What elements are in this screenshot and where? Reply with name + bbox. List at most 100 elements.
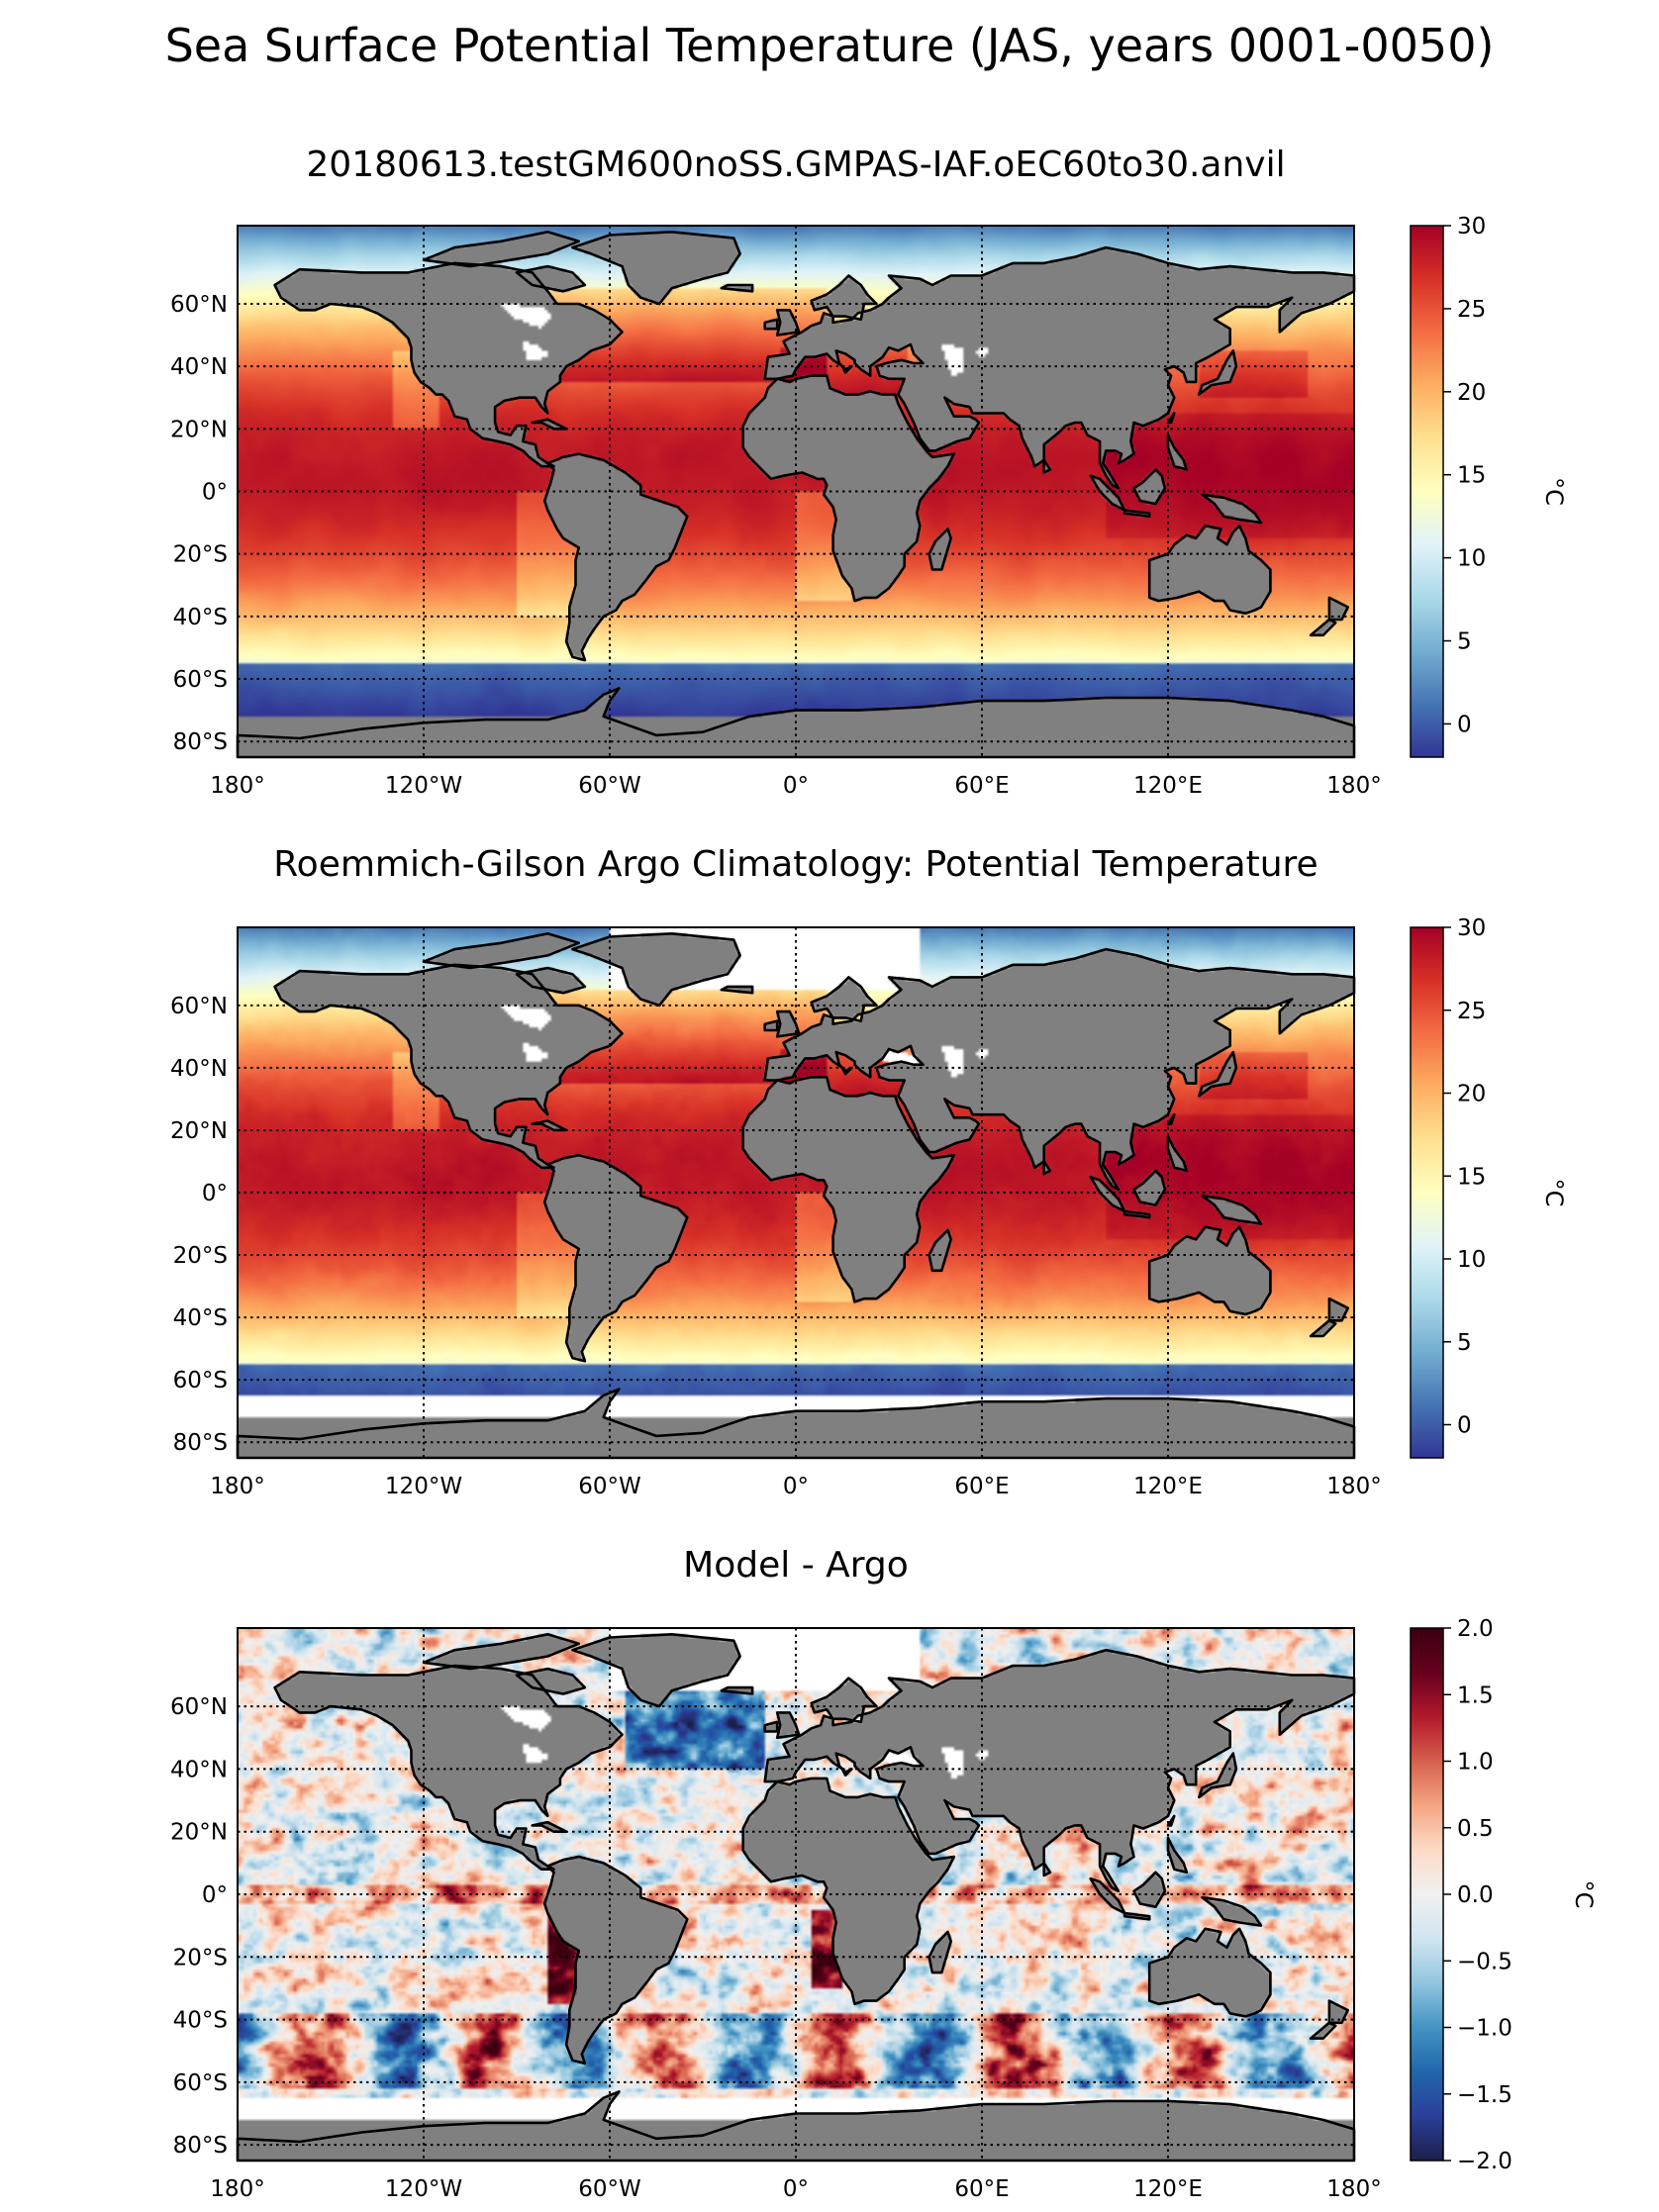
y-tick-label: 40°N [170, 354, 228, 380]
colorbar [1410, 1627, 1444, 2162]
coastline-23 [1166, 1814, 1176, 1827]
x-tick-label: 60°E [954, 773, 1009, 799]
coastline-11 [763, 1019, 779, 1032]
x-tick-label: 180° [210, 773, 264, 799]
coastline-19 [1309, 618, 1337, 637]
coastline-22 [1042, 1862, 1052, 1877]
coastline-23 [1166, 412, 1176, 425]
colorbar-tick-label: 1.0 [1457, 1750, 1494, 1776]
colorbar-tick-label: 20 [1457, 1082, 1486, 1107]
x-tick-label: 120°E [1133, 1474, 1203, 1499]
coastline-16 [1122, 509, 1151, 519]
coastline-22 [1042, 458, 1052, 474]
colorbar [1410, 225, 1444, 758]
coastline-10 [775, 1010, 801, 1038]
coastline-18 [1327, 1999, 1349, 2025]
x-tick-label: 0° [783, 2176, 809, 2202]
coastline-21 [1166, 433, 1189, 471]
chart-panel-1: 20180613.testGM600noSS.GMPAS-IAF.oEC60to… [170, 144, 1568, 799]
coastline-1 [571, 1633, 741, 1708]
x-tick-label: 0° [783, 1474, 809, 1499]
coastline-3 [515, 264, 587, 293]
y-tick-label: 80°S [173, 1430, 228, 1456]
coastline-17 [1201, 1194, 1263, 1225]
colorbar-tick-label: −1.0 [1457, 2016, 1513, 2042]
coastline-5 [763, 245, 1356, 490]
coastline-9 [236, 1388, 1356, 1460]
colorbar-tick-label: −1.5 [1457, 2082, 1513, 2108]
y-tick-label: 40°S [173, 2008, 228, 2034]
y-tick-label: 80°S [173, 2133, 228, 2159]
chart-title: 20180613.testGM600noSS.GMPAS-IAF.oEC60to… [306, 144, 1285, 185]
colorbar-tick-label: 0 [1457, 1413, 1472, 1439]
coastline-16 [1122, 1209, 1151, 1219]
colorbar-tick-label: 30 [1457, 915, 1486, 941]
y-tick-label: 0° [202, 480, 228, 506]
chart-title: Model - Argo [683, 1545, 909, 1586]
map-frame [237, 225, 1355, 758]
x-tick-label: 60°W [578, 773, 641, 799]
x-tick-label: 180° [1326, 1474, 1381, 1499]
colorbar-tick-label: 0.0 [1457, 1882, 1494, 1908]
colorbar-tick-label: 20 [1457, 380, 1486, 406]
coastline-8 [1147, 1225, 1272, 1316]
coastline-17 [1201, 1895, 1263, 1927]
colorbar [1410, 926, 1444, 1459]
coastlines [236, 931, 1356, 1460]
coastline-5 [763, 1648, 1356, 1893]
coastline-14 [1132, 468, 1167, 506]
y-tick-label: 60°S [173, 667, 228, 693]
coastline-1 [571, 231, 741, 306]
colorbar-tick-label: −0.5 [1457, 1949, 1513, 1974]
x-tick-label: 180° [1326, 773, 1381, 799]
colorbar-tick-label: 15 [1457, 1164, 1486, 1190]
colorbar-tick-label: −2.0 [1457, 2149, 1513, 2174]
coastline-2 [422, 1633, 581, 1671]
coastline-1 [571, 931, 741, 1008]
colorbar-tick-label: 15 [1457, 463, 1486, 489]
y-tick-label: 20°S [173, 1945, 228, 1971]
coastline-10 [775, 1711, 801, 1740]
coastline-21 [1166, 1836, 1189, 1875]
coastlines [236, 231, 1356, 759]
y-tick-label: 0° [202, 1882, 228, 1908]
coastline-14 [1132, 1169, 1167, 1206]
coastline-13 [1198, 349, 1238, 396]
x-tick-label: 0° [783, 773, 809, 799]
x-tick-label: 60°E [954, 1474, 1009, 1499]
colorbar-tick-label: 0 [1457, 712, 1472, 737]
coastline-13 [1198, 1752, 1238, 1799]
coastline-3 [515, 966, 587, 995]
coastline-11 [763, 318, 779, 331]
y-tick-label: 20°N [170, 1118, 228, 1144]
coastline-21 [1166, 1134, 1189, 1173]
coastline-4 [542, 1855, 689, 2066]
colorbar-tick-label: 1.5 [1457, 1683, 1494, 1708]
figure-suptitle: Sea Surface Potential Temperature (JAS, … [165, 19, 1495, 72]
y-tick-label: 20°S [173, 1243, 228, 1269]
x-tick-label: 60°W [578, 1474, 641, 1499]
coastline-8 [1147, 1927, 1272, 2018]
coastline-5 [763, 947, 1356, 1192]
y-tick-label: 60°S [173, 2070, 228, 2096]
map-frame [237, 926, 1355, 1459]
colorbar-label: °C [1540, 477, 1568, 506]
x-tick-label: 120°W [385, 773, 462, 799]
colorbar-tick-label: 5 [1457, 1330, 1472, 1356]
coastline-19 [1309, 2021, 1337, 2040]
y-tick-label: 20°N [170, 1820, 228, 1846]
x-tick-label: 120°W [385, 2176, 462, 2202]
coastline-11 [763, 1720, 779, 1733]
colorbar-tick-label: 0.5 [1457, 1816, 1494, 1842]
coastline-9 [236, 2090, 1356, 2163]
y-tick-label: 0° [202, 1181, 228, 1206]
x-tick-label: 180° [210, 2176, 264, 2202]
coastline-18 [1327, 1297, 1349, 1322]
colorbar-tick-label: 10 [1457, 546, 1486, 572]
coastline-4 [542, 452, 689, 662]
coastline-9 [236, 687, 1356, 759]
x-tick-label: 120°W [385, 1474, 462, 1499]
chart-panel-3: Model - Argo 180° 120°W 60°W 0° 60°E 120°E 180°… [170, 1545, 1598, 2202]
y-tick-label: 20°S [173, 542, 228, 568]
